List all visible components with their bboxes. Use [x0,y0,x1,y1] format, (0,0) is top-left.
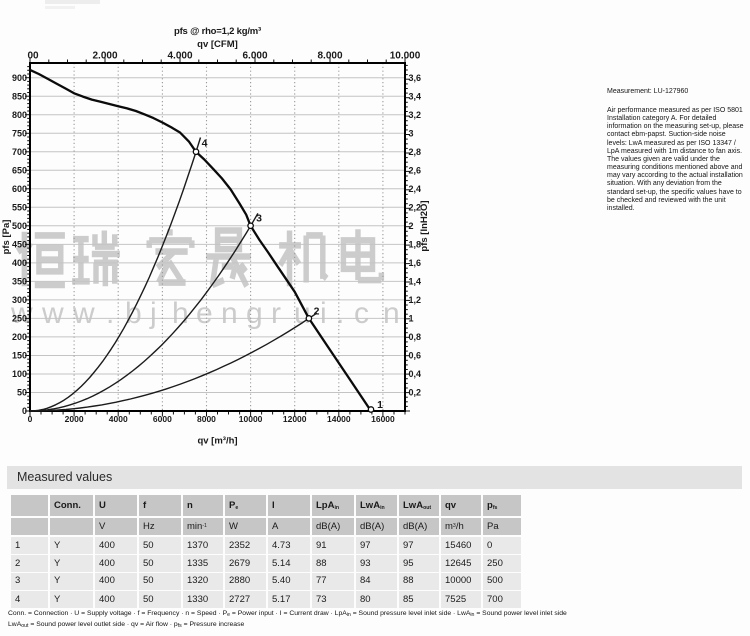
svg-text:00: 00 [27,51,39,62]
svg-text:500: 500 [12,221,27,231]
svg-text:1: 1 [409,314,414,324]
svg-text:450: 450 [12,240,27,250]
svg-text:2.000: 2.000 [92,51,117,62]
svg-text:650: 650 [12,165,27,175]
svg-text:2000: 2000 [65,414,84,424]
svg-text:100: 100 [12,369,27,379]
svg-text:2,2: 2,2 [409,203,422,213]
svg-text:6000: 6000 [153,414,172,424]
svg-text:4.000: 4.000 [167,51,192,62]
svg-text:1,6: 1,6 [409,258,422,268]
svg-text:1,4: 1,4 [409,277,422,287]
svg-text:6.000: 6.000 [242,51,267,62]
svg-text:0: 0 [22,406,27,416]
svg-text:400: 400 [12,258,27,268]
svg-text:12000: 12000 [283,414,307,424]
svg-text:3,4: 3,4 [409,91,422,101]
svg-text:0,8: 0,8 [409,332,422,342]
svg-text:14000: 14000 [327,414,351,424]
svg-text:2,6: 2,6 [409,165,422,175]
svg-text:8000: 8000 [197,414,216,424]
svg-text:700: 700 [12,147,27,157]
svg-text:300: 300 [12,295,27,305]
svg-text:8.000: 8.000 [317,51,342,62]
svg-text:2: 2 [409,221,414,231]
svg-text:10000: 10000 [239,414,263,424]
svg-text:350: 350 [12,277,27,287]
svg-text:qv [m³/h]: qv [m³/h] [197,436,237,447]
svg-text:3: 3 [409,128,414,138]
svg-text:750: 750 [12,128,27,138]
svg-text:2,4: 2,4 [409,184,422,194]
svg-text:10.000: 10.000 [390,51,421,62]
svg-text:1,2: 1,2 [409,295,422,305]
svg-text:pfs [Pa]: pfs [Pa] [1,220,12,255]
svg-text:pfs [InH2O]: pfs [InH2O] [419,200,430,251]
svg-text:0: 0 [28,414,33,424]
svg-text:800: 800 [12,110,27,120]
svg-text:200: 200 [12,332,27,342]
svg-text:150: 150 [12,351,27,361]
svg-text:2: 2 [314,306,320,318]
svg-text:4000: 4000 [109,414,128,424]
svg-text:4: 4 [202,138,208,150]
svg-text:0,2: 0,2 [409,388,422,398]
svg-text:2,8: 2,8 [409,147,422,157]
svg-text:250: 250 [12,314,27,324]
svg-text:16000: 16000 [371,414,395,424]
svg-text:1,8: 1,8 [409,240,422,250]
svg-text:550: 550 [12,203,27,213]
svg-text:900: 900 [12,73,27,83]
svg-text:600: 600 [12,184,27,194]
svg-text:3,6: 3,6 [409,73,422,83]
svg-text:50: 50 [17,388,27,398]
svg-text:qv [CFM]: qv [CFM] [197,39,238,50]
svg-text:3: 3 [256,213,262,225]
svg-text:850: 850 [12,91,27,101]
svg-text:1: 1 [377,399,383,411]
svg-text:pfs @ rho=1,2 kg/m³: pfs @ rho=1,2 kg/m³ [174,26,261,37]
svg-text:0,4: 0,4 [409,369,422,379]
svg-text:0,6: 0,6 [409,351,422,361]
svg-text:3,2: 3,2 [409,110,422,120]
